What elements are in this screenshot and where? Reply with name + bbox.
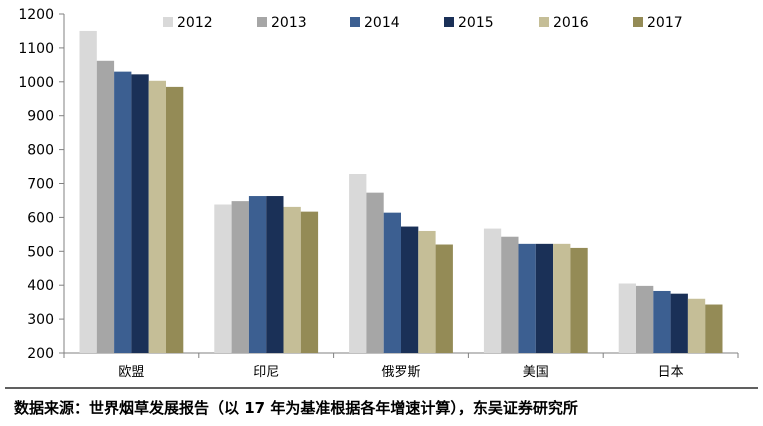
bar — [418, 230, 436, 353]
legend-label: 2012 — [177, 15, 213, 31]
y-tick-label: 300 — [27, 312, 54, 328]
bar — [231, 201, 249, 353]
x-tick-label: 日本 — [658, 365, 684, 380]
legend-swatch — [539, 17, 549, 27]
y-tick-label: 800 — [27, 143, 54, 159]
legend-swatch — [350, 17, 360, 27]
bar — [300, 211, 319, 353]
x-tick-label: 美国 — [523, 365, 549, 380]
bar — [435, 244, 453, 353]
bar — [383, 212, 401, 353]
bar — [96, 60, 115, 353]
bar — [553, 243, 571, 353]
bar — [366, 192, 384, 353]
legend-label: 2016 — [553, 15, 589, 31]
y-tick-label: 1200 — [18, 7, 54, 23]
bar — [483, 228, 502, 353]
bar — [248, 196, 267, 353]
bar — [166, 86, 184, 353]
x-tick-label: 欧盟 — [118, 365, 144, 380]
y-tick-label: 200 — [27, 346, 54, 362]
legend-label: 2015 — [458, 15, 494, 31]
y-tick-label: 600 — [27, 210, 54, 226]
bars — [79, 30, 723, 354]
bar — [636, 285, 654, 353]
bar — [618, 283, 636, 353]
legend-label: 2017 — [647, 15, 683, 31]
y-tick-label: 500 — [27, 244, 54, 260]
x-tick-label: 印尼 — [253, 365, 279, 380]
legend-label: 2013 — [271, 15, 307, 31]
x-tick-label: 俄罗斯 — [381, 365, 420, 380]
bar — [570, 247, 588, 353]
bar — [501, 236, 519, 353]
bar — [214, 204, 232, 353]
legend-swatch — [633, 17, 643, 27]
y-tick-label: 1100 — [18, 41, 54, 57]
bar — [131, 74, 149, 353]
legend-swatch — [444, 17, 454, 27]
bar — [266, 196, 284, 353]
legend: 2012 2013 2014 2015 2016 2017 — [163, 15, 683, 31]
y-tick-label: 700 — [27, 177, 54, 193]
labels: 200 300 400 500 600 700 800 900 1000 1100 1200 欧盟 印尼… — [18, 7, 683, 380]
bar — [114, 71, 132, 353]
y-tick-label: 900 — [27, 109, 54, 125]
bar — [670, 293, 688, 353]
bar — [518, 243, 536, 353]
legend-label: 2014 — [364, 15, 400, 31]
bar — [79, 30, 97, 353]
bar — [687, 298, 706, 353]
bar — [653, 290, 671, 353]
bar — [535, 243, 554, 353]
bar — [705, 304, 723, 353]
legend-swatch — [163, 17, 173, 27]
source-note: 数据来源：世界烟草发展报告（以 17 年为基准根据各年增速计算），东吴证券研究所 — [14, 399, 578, 417]
bar — [283, 206, 301, 353]
y-tick-label: 1000 — [18, 75, 54, 91]
y-tick-label: 400 — [27, 278, 54, 294]
bar — [401, 226, 419, 353]
legend-swatch — [257, 17, 267, 27]
bar — [148, 80, 166, 354]
bar — [349, 174, 367, 353]
